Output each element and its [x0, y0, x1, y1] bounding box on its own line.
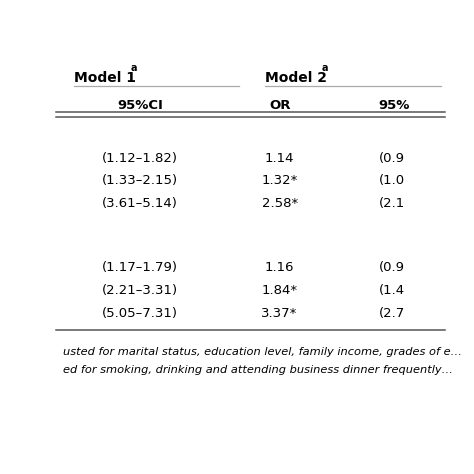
Text: OR: OR [269, 99, 291, 112]
Text: (2.21–3.31): (2.21–3.31) [102, 284, 178, 297]
Text: 95%CI: 95%CI [117, 99, 163, 112]
Text: usted for marital status, education level, family income, grades of e…: usted for marital status, education leve… [63, 347, 462, 357]
Text: (1.17–1.79): (1.17–1.79) [102, 261, 178, 274]
Text: 1.32*: 1.32* [262, 174, 298, 187]
Text: (1.4: (1.4 [379, 284, 405, 297]
Text: a: a [131, 64, 137, 73]
Text: (0.9: (0.9 [379, 261, 405, 274]
Text: a: a [322, 64, 328, 73]
Text: (5.05–7.31): (5.05–7.31) [102, 307, 178, 319]
Text: (3.61–5.14): (3.61–5.14) [102, 197, 178, 210]
Text: 1.84*: 1.84* [262, 284, 298, 297]
Text: ed for smoking, drinking and attending business dinner frequently…: ed for smoking, drinking and attending b… [63, 365, 453, 375]
Text: Model 2: Model 2 [265, 72, 327, 85]
Text: (2.1: (2.1 [379, 197, 405, 210]
Text: (1.12–1.82): (1.12–1.82) [102, 152, 178, 165]
Text: 3.37*: 3.37* [262, 307, 298, 319]
Text: 2.58*: 2.58* [262, 197, 298, 210]
Text: 1.16: 1.16 [265, 261, 294, 274]
Text: (1.33–2.15): (1.33–2.15) [102, 174, 178, 187]
Text: Model 1: Model 1 [74, 72, 136, 85]
Text: (2.7: (2.7 [379, 307, 405, 319]
Text: 95%: 95% [379, 99, 410, 112]
Text: (0.9: (0.9 [379, 152, 405, 165]
Text: (1.0: (1.0 [379, 174, 405, 187]
Text: 1.14: 1.14 [265, 152, 294, 165]
